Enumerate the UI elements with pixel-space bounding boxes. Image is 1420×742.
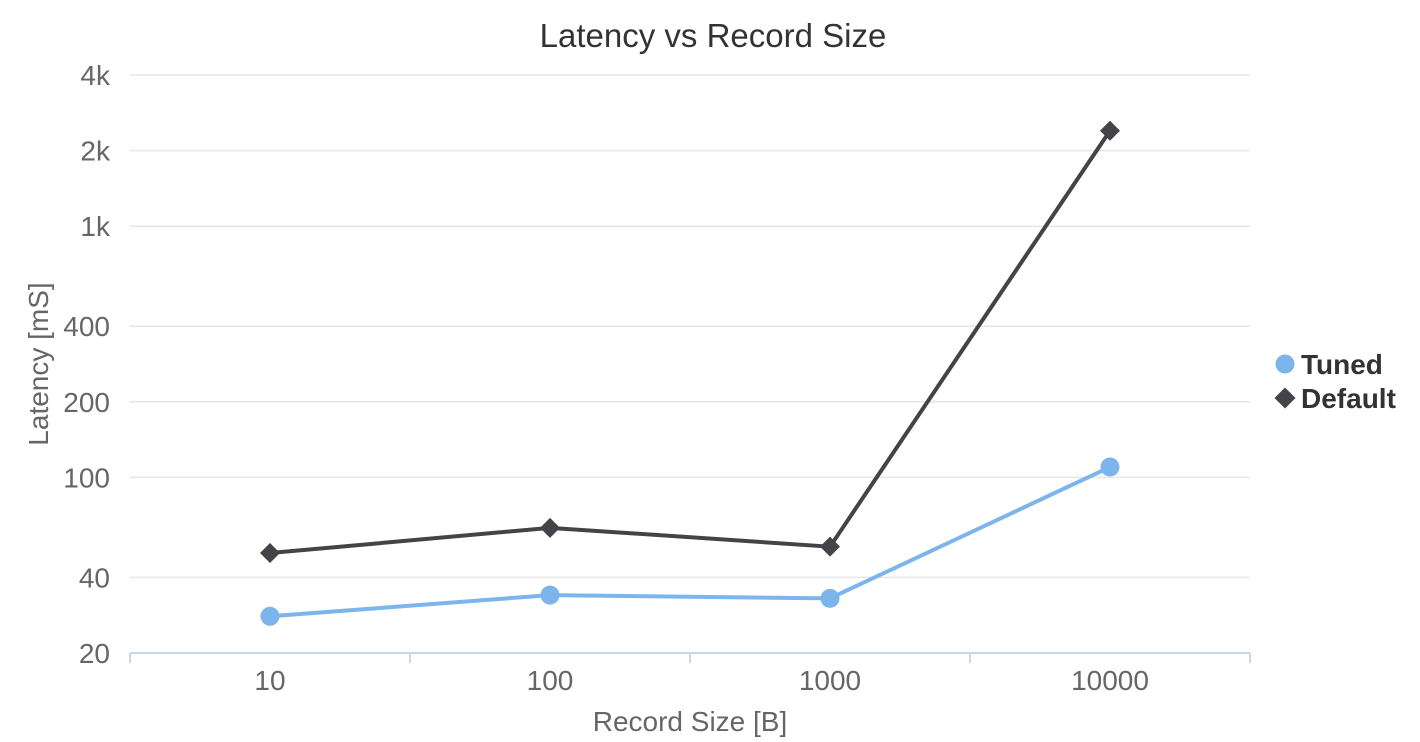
data-point-diamond[interactable] bbox=[1100, 120, 1120, 141]
series-default bbox=[260, 120, 1120, 564]
series-tuned bbox=[260, 457, 1120, 626]
gridlines bbox=[130, 74, 1250, 579]
legend-label: Tuned bbox=[1301, 349, 1383, 380]
legend-label: Default bbox=[1301, 383, 1396, 414]
y-tick-label: 40 bbox=[79, 562, 110, 593]
legend-item-default[interactable]: Default bbox=[1274, 383, 1396, 414]
x-tick-label: 10000 bbox=[1071, 665, 1149, 696]
data-point-diamond[interactable] bbox=[540, 517, 560, 538]
series-line bbox=[268, 128, 1112, 556]
x-axis: 10 100 1000 10000 bbox=[129, 652, 1251, 696]
x-axis-title: Record Size [B] bbox=[593, 706, 788, 737]
series bbox=[260, 120, 1120, 626]
x-tick-label: 1000 bbox=[799, 665, 861, 696]
legend-circle-icon bbox=[1275, 354, 1295, 374]
data-point-circle[interactable] bbox=[260, 606, 280, 626]
legend-item-tuned[interactable]: Tuned bbox=[1275, 349, 1383, 380]
data-point-diamond[interactable] bbox=[260, 543, 280, 564]
y-axis-title: Latency [mS] bbox=[23, 282, 54, 445]
y-tick-label: 20 bbox=[79, 638, 110, 669]
y-tick-label: 400 bbox=[63, 311, 110, 342]
y-tick-label: 2k bbox=[80, 136, 111, 167]
y-tick-label: 200 bbox=[63, 387, 110, 418]
y-tick-label: 4k bbox=[80, 60, 111, 91]
y-tick-label: 1k bbox=[80, 211, 111, 242]
data-point-circle[interactable] bbox=[820, 588, 840, 608]
chart-title: Latency vs Record Size bbox=[540, 17, 887, 54]
y-axis: 20 40 100 200 400 1k 2k 4k bbox=[63, 60, 111, 669]
data-point-circle[interactable] bbox=[540, 585, 560, 605]
data-point-circle[interactable] bbox=[1100, 457, 1120, 477]
data-point-diamond[interactable] bbox=[820, 536, 840, 557]
y-tick-label: 100 bbox=[63, 462, 110, 493]
x-tick-label: 100 bbox=[527, 665, 574, 696]
series-line bbox=[268, 465, 1112, 619]
x-tick-label: 10 bbox=[254, 665, 285, 696]
legend-diamond-icon bbox=[1274, 387, 1296, 409]
